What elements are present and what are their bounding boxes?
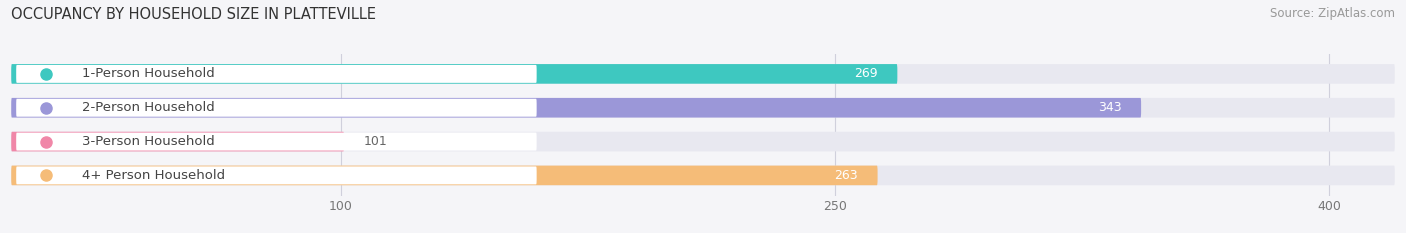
Text: 3-Person Household: 3-Person Household	[82, 135, 215, 148]
FancyBboxPatch shape	[11, 166, 877, 185]
Text: 101: 101	[364, 135, 388, 148]
FancyBboxPatch shape	[11, 98, 1395, 117]
FancyBboxPatch shape	[11, 132, 1395, 151]
FancyBboxPatch shape	[11, 64, 897, 84]
FancyBboxPatch shape	[11, 98, 1142, 117]
Text: 4+ Person Household: 4+ Person Household	[82, 169, 225, 182]
FancyBboxPatch shape	[17, 133, 537, 151]
Text: 263: 263	[834, 169, 858, 182]
FancyBboxPatch shape	[11, 166, 1395, 185]
Text: 343: 343	[1098, 101, 1122, 114]
Text: 1-Person Household: 1-Person Household	[82, 67, 215, 80]
FancyBboxPatch shape	[11, 64, 1395, 84]
FancyBboxPatch shape	[17, 99, 537, 117]
FancyBboxPatch shape	[17, 166, 537, 184]
Text: Source: ZipAtlas.com: Source: ZipAtlas.com	[1270, 7, 1395, 20]
Text: 2-Person Household: 2-Person Household	[82, 101, 215, 114]
FancyBboxPatch shape	[11, 132, 344, 151]
FancyBboxPatch shape	[17, 65, 537, 83]
Text: 269: 269	[853, 67, 877, 80]
Text: OCCUPANCY BY HOUSEHOLD SIZE IN PLATTEVILLE: OCCUPANCY BY HOUSEHOLD SIZE IN PLATTEVIL…	[11, 7, 377, 22]
